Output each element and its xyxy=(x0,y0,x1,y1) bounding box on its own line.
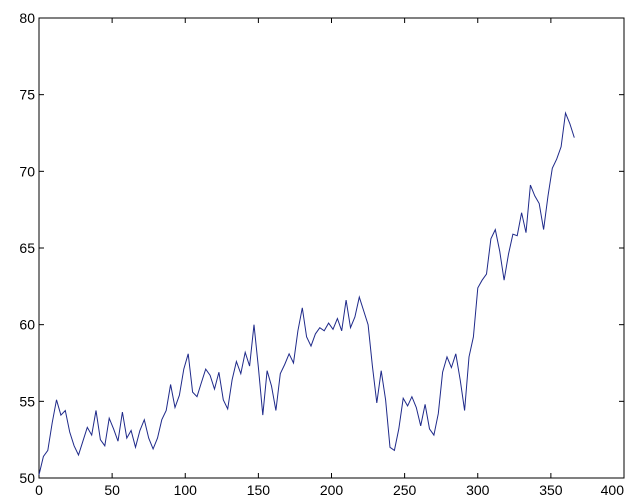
y-tick-label: 50 xyxy=(19,470,35,486)
plot-area xyxy=(38,17,625,479)
x-tick-label: 250 xyxy=(393,482,417,498)
y-tick-label: 70 xyxy=(19,163,35,179)
x-tick-label: 50 xyxy=(104,482,120,498)
y-tick-label: 75 xyxy=(19,87,35,103)
x-tick-label: 200 xyxy=(320,482,344,498)
x-tick-label: 150 xyxy=(247,482,271,498)
x-tick-label: 300 xyxy=(466,482,490,498)
y-tick-label: 55 xyxy=(19,393,35,409)
x-tick-label: 400 xyxy=(601,482,625,498)
series-line xyxy=(38,111,575,476)
y-tick-label: 60 xyxy=(19,317,35,333)
y-tick-label: 65 xyxy=(19,240,35,256)
x-tick-label: 0 xyxy=(35,482,43,498)
axis-ticks xyxy=(38,17,625,479)
x-tick-label: 350 xyxy=(539,482,563,498)
y-tick-label: 80 xyxy=(19,10,35,26)
x-tick-label: 100 xyxy=(174,482,198,498)
